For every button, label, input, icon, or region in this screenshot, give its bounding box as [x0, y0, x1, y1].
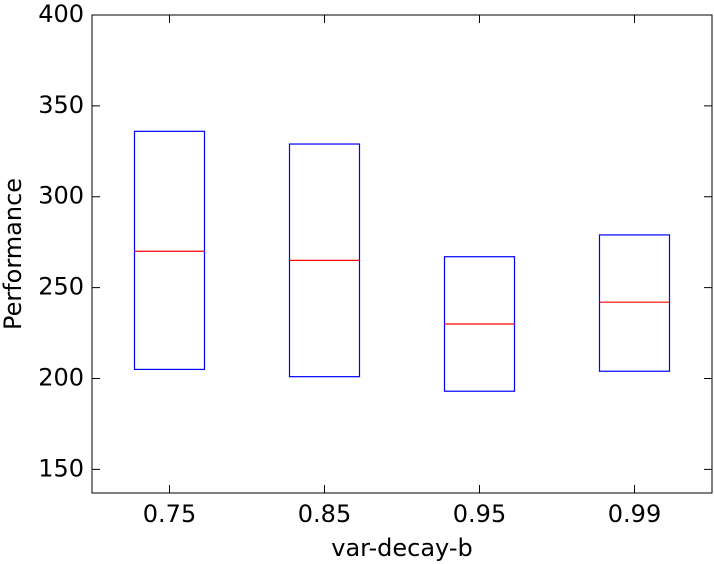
y-tick-label: 250: [38, 273, 84, 301]
x-tick-label: 0.85: [298, 500, 351, 528]
box: [598, 234, 671, 372]
x-tick-label: 0.95: [453, 500, 506, 528]
y-axis-label: Performance: [0, 178, 27, 330]
y-tick-label: 400: [38, 0, 84, 28]
x-tick-label: 0.75: [143, 500, 196, 528]
y-tick-label: 150: [38, 454, 84, 482]
y-tick-label: 200: [38, 363, 84, 391]
x-tick-label: 0.99: [608, 500, 661, 528]
plot-frame: [91, 14, 713, 494]
y-tick-label: 350: [38, 91, 84, 119]
x-axis-label: var-decay-b: [331, 534, 472, 562]
box: [133, 130, 206, 371]
y-tick-label: 300: [38, 182, 84, 210]
